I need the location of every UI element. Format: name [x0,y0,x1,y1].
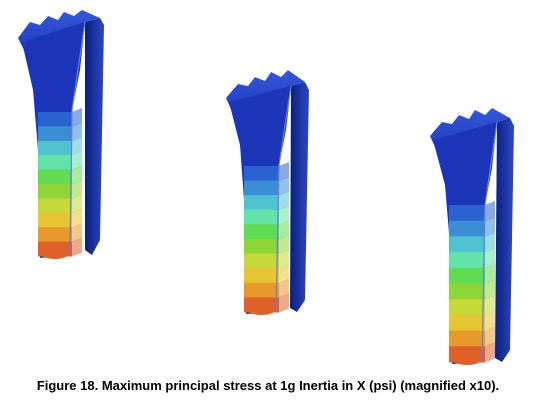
stress-band [38,126,72,141]
stress-band [38,112,72,127]
stress-model-center [226,70,309,315]
stress-band [449,236,485,252]
stress-band [38,213,72,228]
fea-models-svg [0,0,536,370]
stress-band [38,155,72,170]
stress-model-right [430,108,514,365]
stress-band [449,284,485,300]
stress-band [244,224,279,239]
stress-band [244,268,279,283]
stress-band [449,221,485,237]
stress-figure [0,0,536,370]
stress-band [38,184,72,199]
stress-band [449,205,485,221]
stress-model-left [18,10,104,259]
figure-caption: Figure 18. Maximum principal stress at 1… [0,378,536,393]
stress-band [449,268,485,284]
stress-band [244,195,279,210]
stress-band [38,227,72,242]
stress-band [244,181,279,196]
stress-band [244,254,279,269]
stress-band [244,210,279,225]
stress-band [449,299,485,315]
stress-band [38,198,72,213]
stress-band [38,170,72,185]
stress-peak-region [40,245,70,259]
stress-band [244,166,279,181]
stress-band [244,239,279,254]
stress-band [449,315,485,331]
stress-band [449,252,485,268]
stress-peak-region [246,301,277,315]
stress-band [38,141,72,156]
stress-band [449,331,485,347]
stress-band [244,283,279,298]
stress-peak-region [451,351,483,365]
